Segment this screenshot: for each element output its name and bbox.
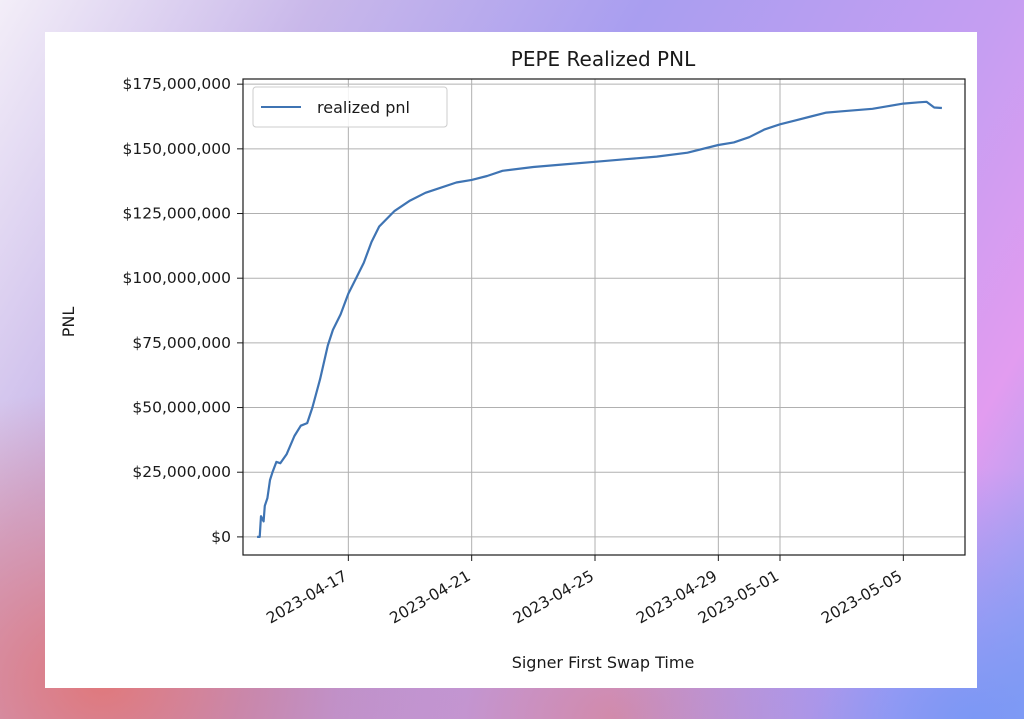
grid — [243, 79, 965, 555]
y-axis: $0 $25,000,000 $50,000,000 $75,000,000 $100,… — [123, 75, 243, 546]
x-tick-label: 2023-04-25 — [510, 567, 597, 628]
y-tick-label: $0 — [211, 528, 231, 546]
x-tick-label: 2023-05-05 — [818, 567, 905, 628]
legend: realized pnl — [252, 86, 448, 128]
x-tick-label: 2023-04-21 — [387, 567, 474, 628]
y-tick-label: $50,000,000 — [132, 399, 231, 417]
plot-frame — [242, 78, 966, 556]
series-line-realized-pnl — [257, 100, 942, 538]
chart-title: PEPE Realized PNL — [511, 47, 696, 71]
y-tick-label: $75,000,000 — [132, 334, 231, 352]
x-tick-label: 2023-04-17 — [263, 567, 350, 628]
y-axis-label: PNL — [59, 307, 78, 338]
y-tick-label: $100,000,000 — [123, 269, 231, 287]
y-tick-label: $150,000,000 — [123, 140, 231, 158]
x-axis: 2023-04-17 2023-04-21 2023-04-25 2023-04-29… — [263, 555, 905, 628]
y-tick-label: $125,000,000 — [123, 205, 231, 223]
chart-card: $0 $25,000,000 $50,000,000 $75,000,000 $100,… — [45, 32, 977, 688]
x-axis-label: Signer First Swap Time — [512, 653, 695, 672]
y-tick-label: $175,000,000 — [123, 75, 231, 93]
legend-label: realized pnl — [317, 98, 410, 117]
chart-svg: $0 $25,000,000 $50,000,000 $75,000,000 $100,… — [59, 47, 966, 672]
legend-box — [252, 86, 448, 128]
y-tick-label: $25,000,000 — [132, 463, 231, 481]
series-layer — [257, 100, 942, 538]
